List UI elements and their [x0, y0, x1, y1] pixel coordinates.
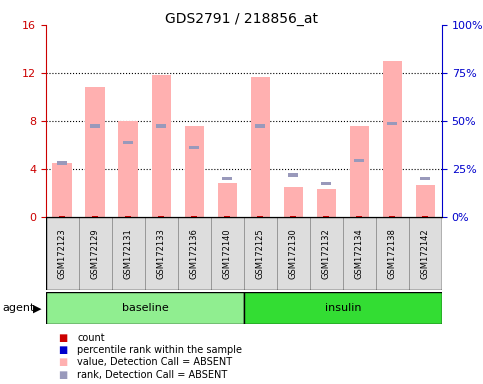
Bar	[316, 189, 336, 217]
Text: ■: ■	[58, 345, 67, 355]
Text: GSM172130: GSM172130	[289, 228, 298, 279]
Bar	[53, 163, 72, 217]
Text: GSM172123: GSM172123	[58, 228, 67, 279]
Text: percentile rank within the sample: percentile rank within the sample	[77, 345, 242, 355]
Text: GSM172125: GSM172125	[256, 228, 265, 279]
Text: GSM172133: GSM172133	[157, 228, 166, 279]
Bar	[225, 216, 230, 217]
Bar	[383, 61, 402, 217]
Text: GSM172140: GSM172140	[223, 228, 232, 279]
Text: ■: ■	[58, 358, 67, 367]
Bar	[178, 217, 211, 290]
Bar	[145, 217, 178, 290]
Bar	[217, 184, 237, 217]
Bar	[85, 88, 105, 217]
Text: GSM172134: GSM172134	[355, 228, 364, 279]
Text: ■: ■	[58, 370, 67, 380]
Bar	[322, 182, 331, 185]
Bar	[79, 217, 112, 290]
Bar	[46, 292, 244, 324]
Text: ▶: ▶	[32, 303, 41, 313]
Text: baseline: baseline	[122, 303, 168, 313]
Text: count: count	[77, 333, 105, 343]
Bar	[409, 217, 442, 290]
Text: GSM172142: GSM172142	[421, 228, 430, 279]
Bar	[421, 177, 430, 180]
Bar	[189, 146, 199, 149]
Text: value, Detection Call = ABSENT: value, Detection Call = ABSENT	[77, 358, 232, 367]
Bar	[156, 124, 166, 127]
Text: ■: ■	[58, 333, 67, 343]
Text: GSM172132: GSM172132	[322, 228, 331, 279]
Text: GSM172136: GSM172136	[190, 228, 199, 279]
Bar	[57, 161, 67, 165]
Bar	[244, 292, 442, 324]
Bar	[290, 216, 297, 217]
Bar	[415, 185, 435, 217]
Text: GDS2791 / 218856_at: GDS2791 / 218856_at	[165, 12, 318, 25]
Bar	[423, 216, 428, 217]
Text: rank, Detection Call = ABSENT: rank, Detection Call = ABSENT	[77, 370, 227, 380]
Bar	[343, 217, 376, 290]
Bar	[256, 124, 265, 127]
Bar	[284, 187, 303, 217]
Bar	[251, 76, 270, 217]
Bar	[126, 216, 131, 217]
Bar	[244, 217, 277, 290]
Bar	[46, 217, 79, 290]
Bar	[185, 126, 204, 217]
Bar	[124, 141, 133, 144]
Bar	[355, 159, 364, 162]
Text: agent: agent	[2, 303, 35, 313]
Bar	[310, 217, 343, 290]
Bar	[59, 216, 65, 217]
Bar	[118, 121, 138, 217]
Bar	[324, 216, 329, 217]
Bar	[211, 217, 244, 290]
Bar	[112, 217, 145, 290]
Bar	[288, 173, 298, 177]
Text: GSM172131: GSM172131	[124, 228, 133, 279]
Bar	[389, 216, 396, 217]
Bar	[257, 216, 263, 217]
Text: GSM172129: GSM172129	[91, 228, 100, 279]
Bar	[356, 216, 362, 217]
Bar	[277, 217, 310, 290]
Bar	[90, 124, 100, 127]
Bar	[387, 122, 398, 125]
Bar	[376, 217, 409, 290]
Bar	[350, 126, 369, 217]
Bar	[191, 216, 198, 217]
Text: insulin: insulin	[325, 303, 361, 313]
Text: GSM172138: GSM172138	[388, 228, 397, 279]
Bar	[223, 177, 232, 180]
Bar	[92, 216, 99, 217]
Bar	[158, 216, 164, 217]
Bar	[152, 75, 171, 217]
